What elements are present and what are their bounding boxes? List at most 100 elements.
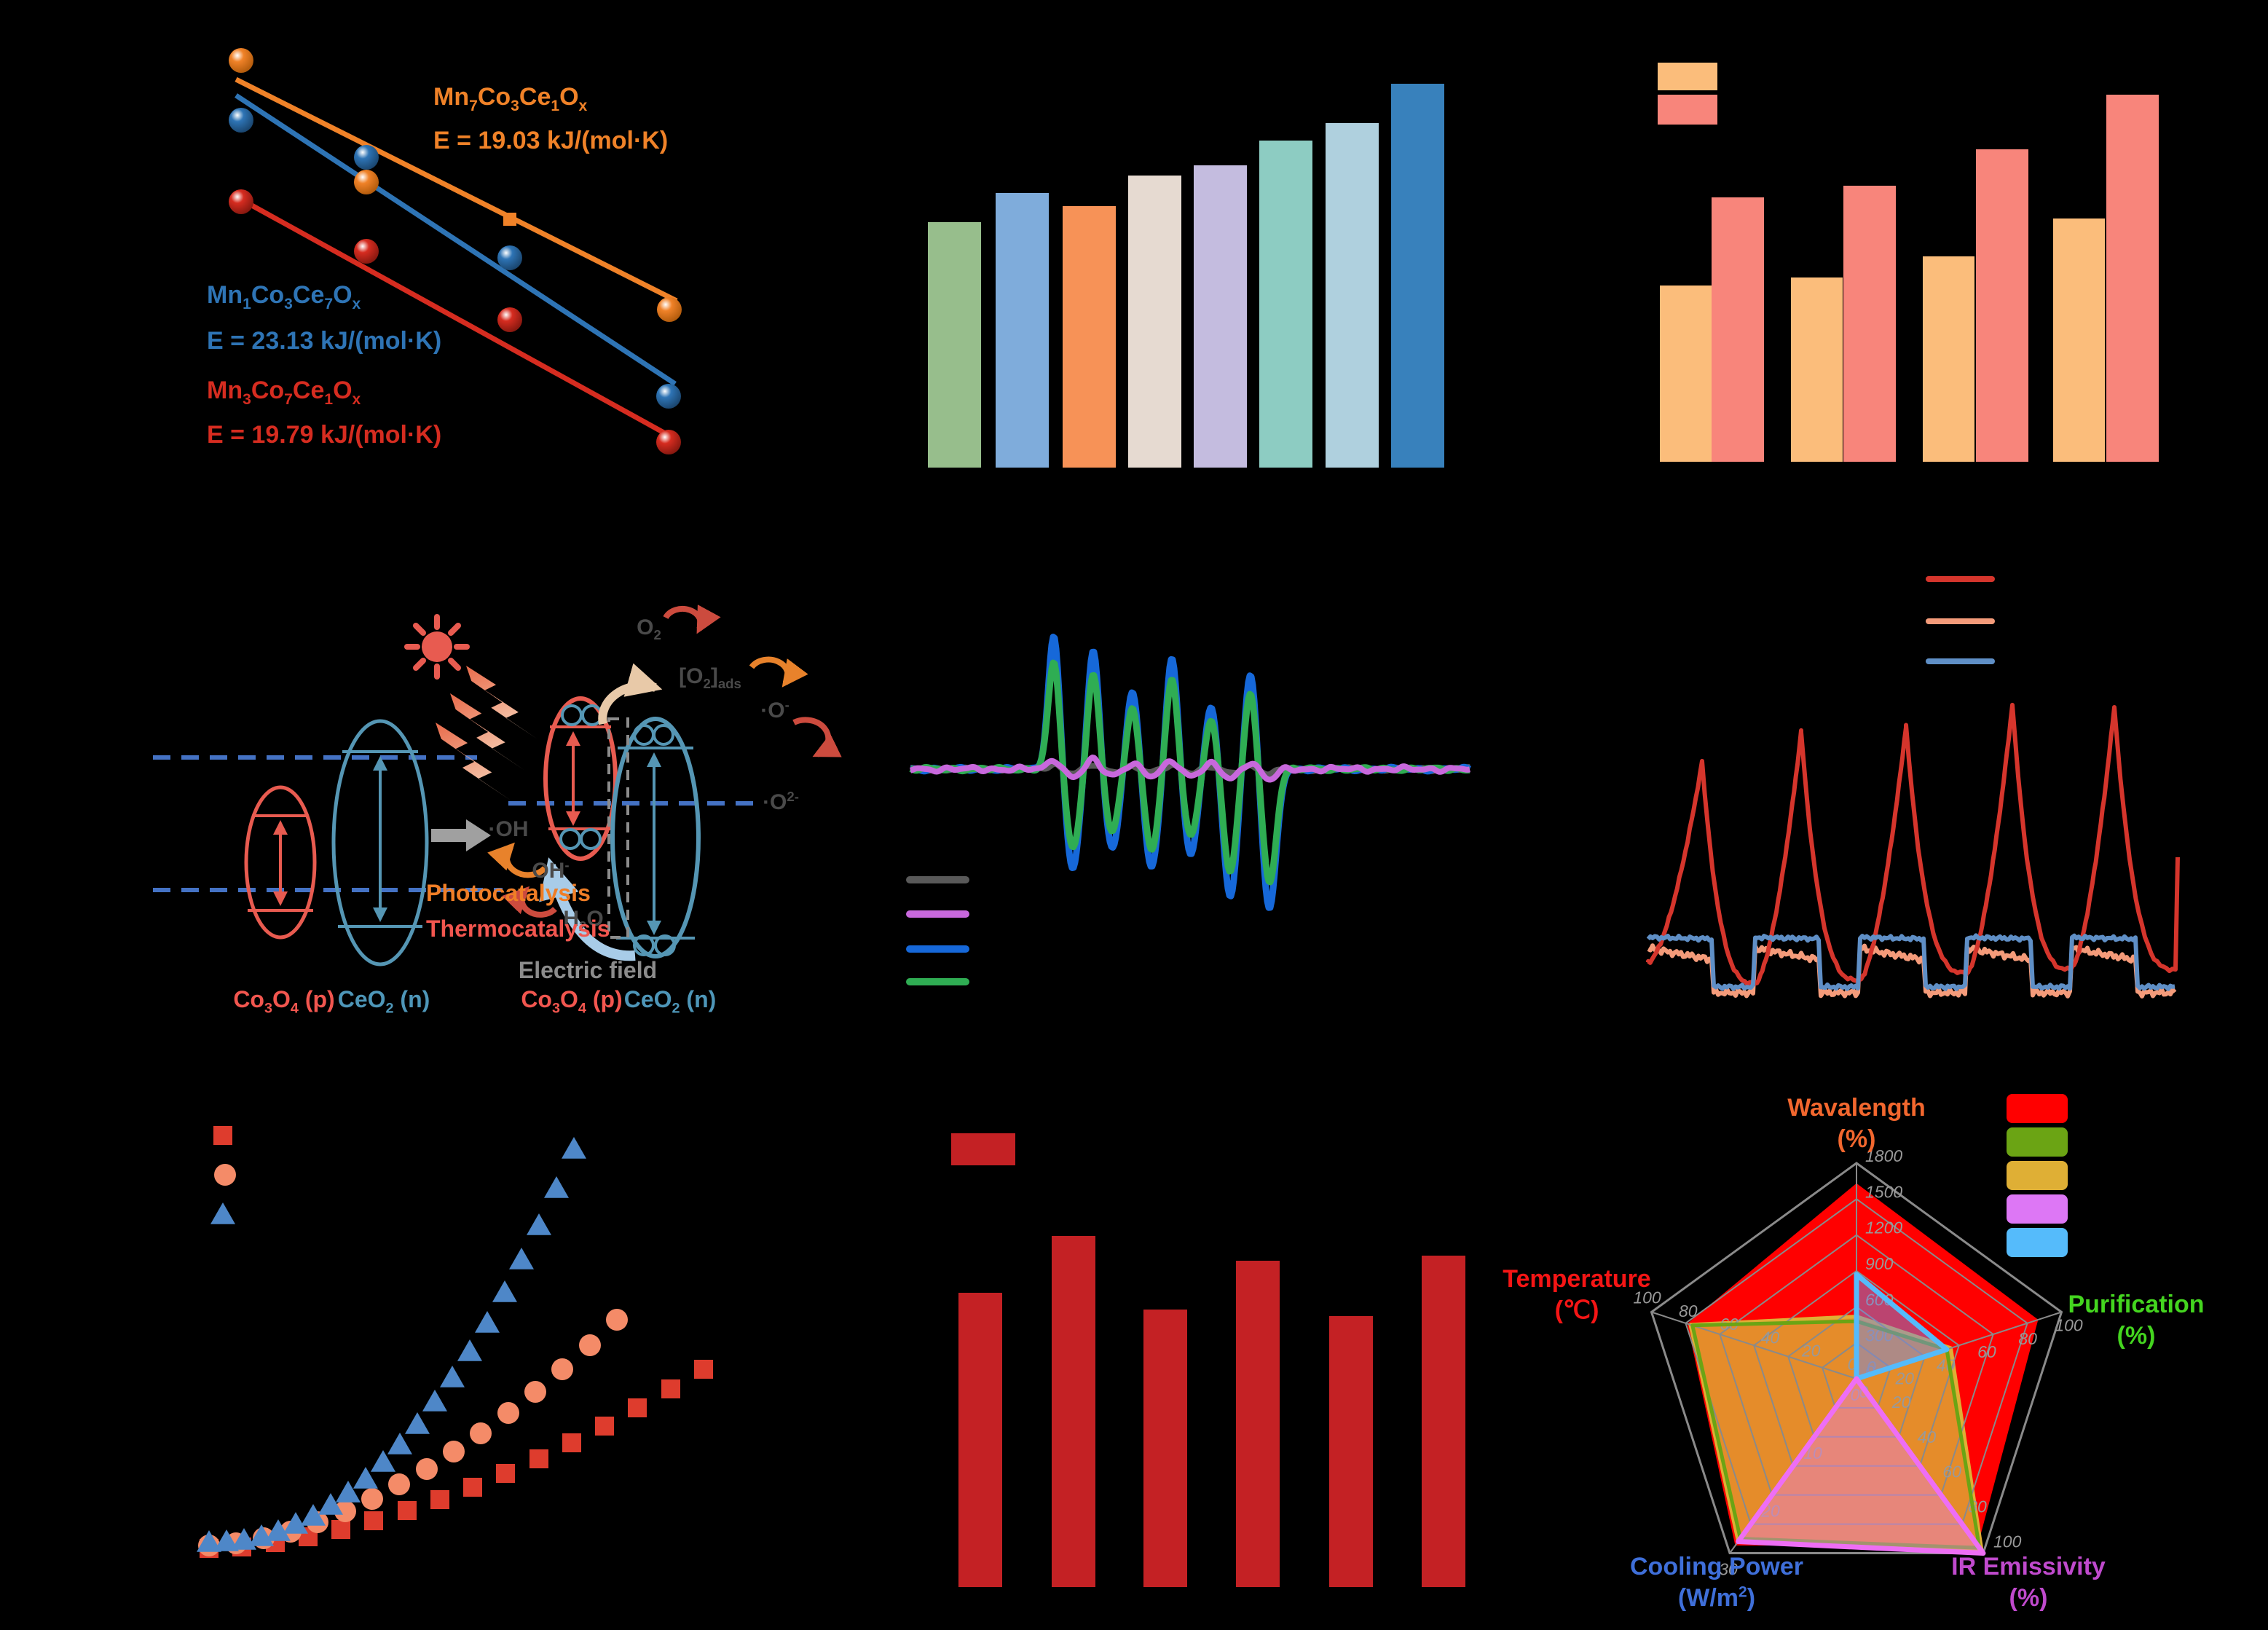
radar-axis-temperature: Temperature (℃) bbox=[1503, 1265, 1651, 1324]
wave-series-salmon bbox=[1647, 943, 2177, 999]
bar bbox=[928, 222, 981, 468]
radar-axis-purification: Purification (%) bbox=[2068, 1291, 2205, 1350]
marker-square bbox=[398, 1501, 417, 1520]
bar-series-salmon bbox=[2106, 95, 2159, 462]
co3o4-band-left bbox=[244, 785, 317, 940]
panel-photoresponse bbox=[1512, 543, 2268, 1087]
label-thermocatalysis: Thermocatalysis bbox=[426, 916, 610, 942]
arrow-ads-to-o bbox=[749, 656, 808, 688]
marker-circle bbox=[443, 1441, 465, 1462]
trendline-Mn1Co3Ce7Ox bbox=[235, 93, 677, 386]
label-h2o: H2O bbox=[563, 907, 604, 934]
panel-mechanism: O2 [O2]ads ·O- ·O2- ·OH OH- H2O Photocat… bbox=[0, 543, 842, 1087]
marker-square bbox=[661, 1379, 680, 1398]
marker-square bbox=[562, 1433, 581, 1452]
bar bbox=[1326, 123, 1379, 468]
bar-series-orange bbox=[2053, 218, 2105, 462]
tick-label: 80 bbox=[1679, 1302, 1698, 1320]
epr-series-violet bbox=[909, 755, 1471, 783]
panel-red-bars bbox=[756, 1087, 1512, 1630]
bar bbox=[1422, 1256, 1465, 1587]
arrhenius-energy-orange: E = 19.03 kJ/(mol·K) bbox=[433, 127, 669, 154]
trendline-Mn3Co7Ce1Ox bbox=[235, 194, 676, 441]
tick-label: 20 bbox=[1801, 1342, 1821, 1361]
tick-label: 40 bbox=[1937, 1355, 1956, 1374]
marker-circle bbox=[551, 1358, 573, 1380]
marker-triangle bbox=[475, 1311, 500, 1333]
electric-field-box bbox=[607, 717, 629, 939]
label-oh-radical: ·OH bbox=[488, 817, 529, 841]
sun-icon bbox=[404, 614, 470, 680]
bar bbox=[1128, 176, 1181, 468]
marker-square bbox=[496, 1464, 515, 1483]
tick-label: 100 bbox=[1633, 1288, 1661, 1307]
panel-grouped-bar-chart bbox=[1512, 0, 2268, 543]
scatter-chart bbox=[197, 1126, 713, 1558]
radar-ring bbox=[1719, 1234, 1994, 1496]
label-o2: O2 bbox=[637, 615, 661, 642]
data-point-Mn3Co7Ce1Ox bbox=[497, 307, 522, 332]
legend-swatch bbox=[2007, 1194, 2068, 1224]
tick-label: 100 bbox=[1993, 1532, 2022, 1551]
ceo2-band-left bbox=[331, 719, 429, 966]
bar bbox=[1391, 84, 1444, 468]
photocurrent-red bbox=[1646, 702, 2180, 987]
bar bbox=[1143, 1310, 1187, 1587]
ceo2-band-junction bbox=[610, 717, 701, 958]
panel-scatter bbox=[0, 1087, 756, 1630]
bar-series-orange bbox=[1660, 286, 1712, 462]
radar-series-magenta bbox=[1736, 1376, 1986, 1556]
arrow-cb-to-ads bbox=[598, 663, 663, 725]
marker-circle bbox=[361, 1488, 383, 1510]
marker-circle bbox=[606, 1309, 628, 1331]
arrhenius-chart bbox=[229, 48, 682, 454]
data-point-Mn7Co3Ce1Ox bbox=[657, 297, 682, 322]
marker-triangle bbox=[405, 1412, 430, 1434]
label-oh-ion: OH- bbox=[532, 857, 570, 883]
radar-chart: 0300600900120015001800020406080100020406… bbox=[1633, 1094, 2083, 1579]
marker-square bbox=[430, 1490, 449, 1509]
panel-radar: 0300600900120015001800020406080100020406… bbox=[1503, 1087, 2268, 1630]
marker-triangle bbox=[371, 1450, 395, 1472]
marker-triangle bbox=[214, 1529, 239, 1551]
label-co3o4-left: Co3O4 (p) bbox=[233, 986, 335, 1017]
data-point-Mn1Co3Ce7Ox bbox=[656, 384, 681, 409]
photoresponse-chart bbox=[1646, 576, 2180, 999]
legend-swatch bbox=[951, 1133, 1015, 1165]
label-o2-ads: [O2]ads bbox=[679, 664, 741, 691]
marker-circle bbox=[470, 1422, 492, 1444]
radar-axis-cooling-power: Cooling Power (W/m2) bbox=[1630, 1553, 1803, 1612]
bar bbox=[1259, 141, 1312, 468]
arrhenius-energy-blue: E = 23.13 kJ/(mol·K) bbox=[207, 327, 442, 355]
legend-swatch bbox=[1658, 63, 1717, 90]
red-bar-chart bbox=[951, 1133, 1465, 1587]
label-ceo2-left: CeO2 (n) bbox=[337, 986, 430, 1017]
square-point-Mn7Co3Ce1Ox bbox=[503, 213, 516, 226]
transition-arrow bbox=[431, 819, 491, 851]
trendline-Mn7Co3Ce1Ox bbox=[235, 76, 678, 304]
data-point-Mn3Co7Ce1Ox bbox=[354, 239, 379, 264]
bar-series-salmon bbox=[1843, 186, 1896, 462]
marker-circle bbox=[579, 1334, 601, 1356]
tick-label: 40 bbox=[1918, 1428, 1937, 1446]
legend-swatch bbox=[1658, 95, 1717, 125]
marker-triangle bbox=[283, 1512, 308, 1534]
marker-circle bbox=[388, 1473, 410, 1495]
mechanism-diagram bbox=[153, 605, 842, 966]
epr-chart bbox=[906, 634, 1472, 985]
marker-triangle bbox=[301, 1504, 326, 1526]
marker-triangle bbox=[387, 1433, 412, 1454]
data-point-Mn1Co3Ce7Ox bbox=[229, 108, 253, 133]
bar bbox=[1236, 1261, 1280, 1587]
marker-square bbox=[694, 1360, 713, 1379]
tick-label: 900 bbox=[1865, 1254, 1894, 1273]
co3o4-band-junction bbox=[543, 696, 618, 861]
marker-triangle bbox=[197, 1530, 221, 1552]
label-ceo2-right: CeO2 (n) bbox=[623, 986, 717, 1017]
bar-series-orange bbox=[1923, 256, 1974, 462]
tick-label: 0 bbox=[1851, 1385, 1860, 1404]
radar-axis-ir-emissivity: IR Emissivity (%) bbox=[1951, 1553, 2106, 1612]
bar-chart bbox=[928, 84, 1444, 468]
marker-triangle bbox=[210, 1202, 235, 1224]
marker-circle bbox=[524, 1381, 546, 1403]
